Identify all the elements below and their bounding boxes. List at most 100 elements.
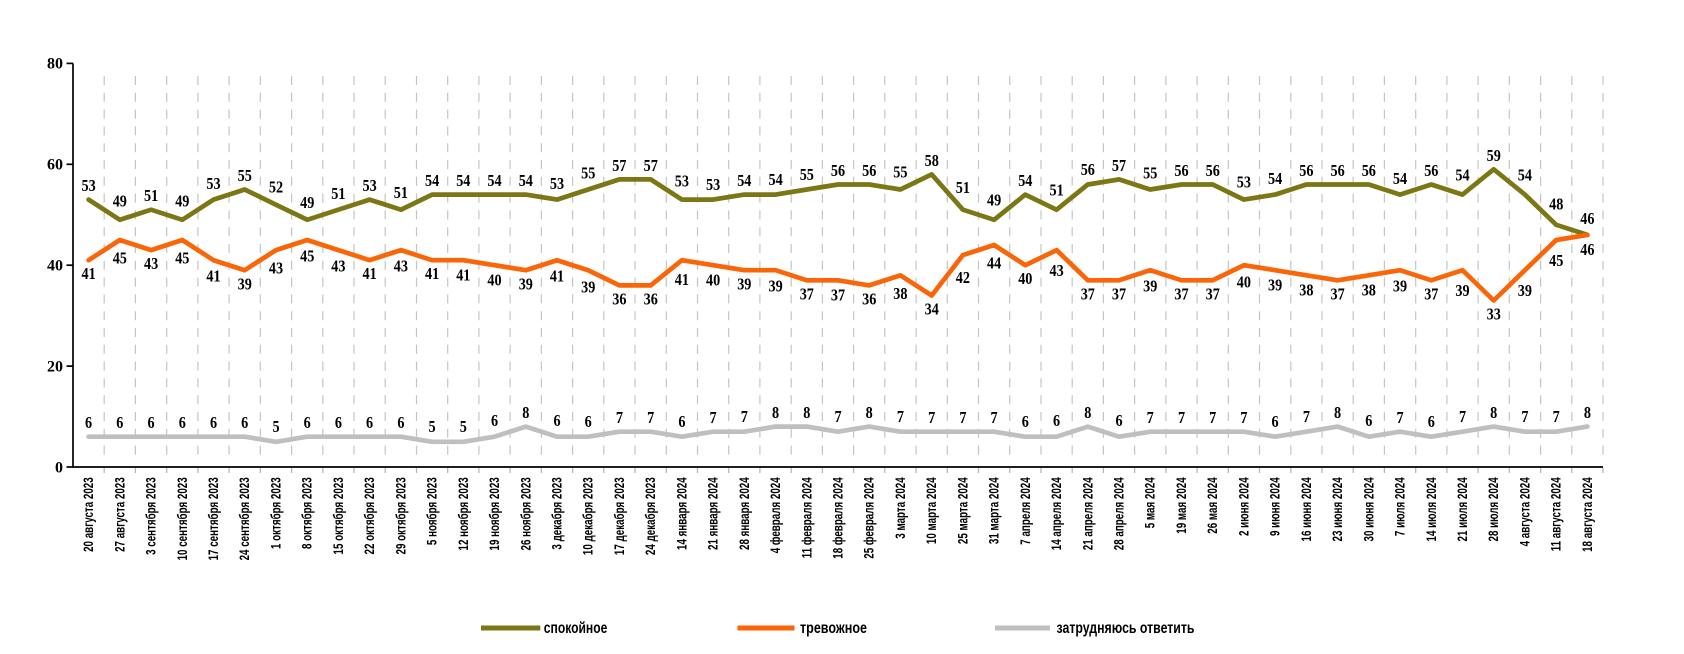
svg-text:7: 7 — [959, 408, 967, 427]
svg-text:4 февраля 2024: 4 февраля 2024 — [768, 477, 783, 553]
svg-text:56: 56 — [1174, 161, 1188, 180]
svg-text:25 февраля 2024: 25 февраля 2024 — [862, 477, 877, 559]
svg-text:56: 56 — [831, 161, 845, 180]
svg-text:5: 5 — [272, 417, 279, 436]
svg-text:10 декабря 2023: 10 декабря 2023 — [581, 477, 596, 555]
svg-text:40: 40 — [487, 270, 501, 289]
svg-text:30 июня 2024: 30 июня 2024 — [1361, 477, 1376, 541]
svg-text:39: 39 — [737, 274, 751, 293]
svg-text:10 сентября 2023: 10 сентября 2023 — [175, 477, 190, 560]
svg-text:54: 54 — [519, 171, 534, 190]
svg-text:17 сентября 2023: 17 сентября 2023 — [206, 477, 221, 560]
svg-text:6: 6 — [1022, 412, 1029, 431]
svg-text:6: 6 — [366, 413, 373, 432]
svg-text:51: 51 — [956, 178, 970, 197]
svg-text:20 августа 2023: 20 августа 2023 — [81, 477, 96, 552]
svg-text:43: 43 — [331, 256, 345, 275]
svg-text:6: 6 — [1365, 411, 1372, 430]
svg-text:28 января 2024: 28 января 2024 — [737, 477, 752, 550]
svg-text:46: 46 — [1580, 240, 1594, 259]
svg-text:8: 8 — [1084, 403, 1091, 422]
svg-text:27 августа 2023: 27 августа 2023 — [112, 477, 127, 552]
svg-text:3 марта 2024: 3 марта 2024 — [893, 477, 908, 539]
svg-text:6: 6 — [335, 413, 342, 432]
svg-text:3 декабря 2023: 3 декабря 2023 — [550, 477, 565, 550]
svg-text:37: 37 — [1331, 284, 1346, 303]
svg-text:25 марта 2024: 25 марта 2024 — [955, 477, 970, 544]
svg-text:53: 53 — [1237, 173, 1251, 192]
svg-text:37: 37 — [1081, 284, 1096, 303]
svg-text:24 сентября 2023: 24 сентября 2023 — [237, 477, 252, 560]
svg-text:7: 7 — [991, 408, 999, 427]
svg-text:40: 40 — [47, 258, 63, 275]
svg-text:36: 36 — [644, 289, 658, 308]
svg-text:37: 37 — [831, 286, 846, 305]
svg-text:6: 6 — [553, 411, 560, 430]
svg-text:43: 43 — [144, 254, 158, 273]
svg-text:29 октября 2023: 29 октября 2023 — [393, 477, 408, 554]
svg-text:21 апреля 2024: 21 апреля 2024 — [1080, 477, 1095, 550]
svg-text:41: 41 — [425, 264, 439, 283]
svg-text:53: 53 — [363, 176, 377, 195]
svg-text:55: 55 — [800, 165, 814, 184]
svg-text:52: 52 — [269, 178, 283, 197]
svg-text:6: 6 — [491, 411, 498, 430]
svg-text:затрудняюсь ответить: затрудняюсь ответить — [1057, 620, 1195, 637]
svg-text:28 апреля 2024: 28 апреля 2024 — [1112, 477, 1127, 550]
svg-text:39: 39 — [581, 278, 595, 297]
svg-text:36: 36 — [612, 289, 626, 308]
svg-text:3 сентября 2023: 3 сентября 2023 — [144, 477, 159, 555]
svg-text:31 марта 2024: 31 марта 2024 — [987, 477, 1002, 544]
svg-text:55: 55 — [1143, 164, 1157, 183]
svg-text:тревожное: тревожное — [800, 620, 867, 637]
svg-text:80: 80 — [47, 56, 63, 73]
svg-text:26 ноября 2023: 26 ноября 2023 — [518, 477, 533, 550]
svg-text:59: 59 — [1487, 146, 1501, 165]
svg-text:38: 38 — [1362, 281, 1376, 300]
svg-text:7: 7 — [897, 407, 905, 426]
svg-text:6: 6 — [1272, 412, 1279, 431]
svg-text:56: 56 — [1331, 161, 1345, 180]
svg-text:41: 41 — [82, 264, 96, 283]
svg-text:6: 6 — [210, 413, 217, 432]
svg-text:8: 8 — [1584, 403, 1591, 422]
svg-text:спокойное: спокойное — [544, 620, 608, 637]
svg-text:22 октября 2023: 22 октября 2023 — [362, 477, 377, 554]
svg-text:7: 7 — [1240, 408, 1248, 427]
svg-text:53: 53 — [82, 176, 96, 195]
svg-text:54: 54 — [425, 171, 440, 190]
svg-text:6: 6 — [1053, 411, 1060, 430]
svg-text:20: 20 — [47, 358, 63, 375]
svg-text:7 апреля 2024: 7 апреля 2024 — [1018, 477, 1033, 545]
svg-text:56: 56 — [1206, 161, 1220, 180]
svg-text:14 июля 2024: 14 июля 2024 — [1424, 477, 1439, 541]
svg-text:8: 8 — [772, 403, 779, 422]
svg-text:54: 54 — [487, 171, 502, 190]
svg-text:54: 54 — [1393, 169, 1408, 188]
svg-text:54: 54 — [1268, 169, 1283, 188]
svg-text:57: 57 — [612, 156, 627, 175]
svg-text:45: 45 — [1549, 251, 1563, 270]
svg-text:42: 42 — [956, 268, 970, 287]
svg-text:10 марта 2024: 10 марта 2024 — [924, 477, 939, 544]
svg-text:54: 54 — [769, 170, 784, 189]
svg-text:5 мая 2024: 5 мая 2024 — [1143, 477, 1158, 528]
svg-text:54: 54 — [1518, 165, 1533, 184]
svg-text:55: 55 — [581, 164, 595, 183]
svg-text:54: 54 — [737, 171, 752, 190]
svg-text:8: 8 — [1334, 403, 1341, 422]
svg-text:54: 54 — [1018, 171, 1033, 190]
svg-text:7: 7 — [710, 408, 718, 427]
svg-text:45: 45 — [175, 249, 189, 268]
svg-text:39: 39 — [1393, 277, 1407, 296]
svg-text:41: 41 — [456, 265, 470, 284]
svg-text:0: 0 — [55, 459, 63, 476]
svg-text:7: 7 — [741, 407, 749, 426]
svg-text:7: 7 — [1147, 408, 1155, 427]
svg-text:36: 36 — [862, 289, 876, 308]
svg-text:6: 6 — [116, 413, 123, 432]
svg-text:56: 56 — [1362, 161, 1376, 180]
svg-text:39: 39 — [1455, 281, 1469, 300]
svg-text:23 июня 2024: 23 июня 2024 — [1330, 477, 1345, 541]
svg-text:8: 8 — [1490, 403, 1497, 422]
